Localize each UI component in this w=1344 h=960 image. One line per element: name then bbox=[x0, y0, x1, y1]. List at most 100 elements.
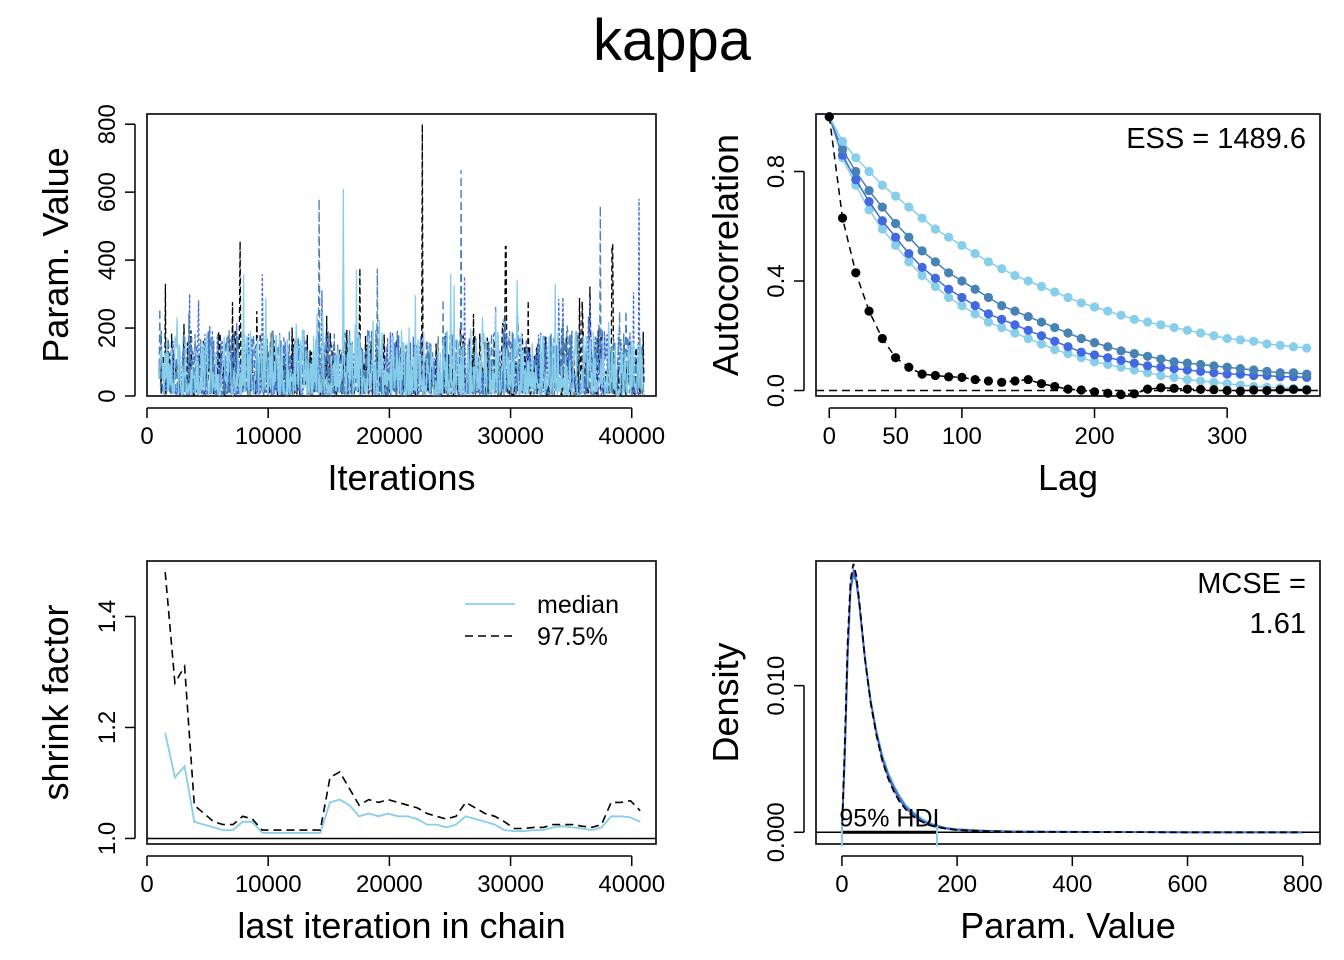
acf-point bbox=[1063, 292, 1073, 303]
acf-point bbox=[1129, 389, 1139, 399]
acf-point bbox=[1169, 372, 1179, 382]
trace-chain-line bbox=[158, 188, 645, 398]
acf-point bbox=[864, 166, 874, 177]
acf-point bbox=[1076, 385, 1086, 395]
acf-point bbox=[1010, 320, 1020, 330]
legend-median-label: median bbox=[537, 591, 619, 619]
acf-point bbox=[1089, 338, 1100, 348]
acf-point bbox=[917, 213, 927, 223]
x-tick-label: 600 bbox=[1167, 871, 1207, 898]
acf-point bbox=[1249, 336, 1259, 346]
acf-point bbox=[1089, 302, 1100, 312]
acf-point bbox=[1050, 287, 1060, 297]
y-tick-label: 0 bbox=[94, 389, 121, 402]
acf-point bbox=[877, 216, 887, 226]
acf-point bbox=[1288, 368, 1299, 378]
acf-point bbox=[997, 314, 1007, 324]
acf-point bbox=[1023, 333, 1033, 344]
acf-point bbox=[1249, 365, 1259, 375]
plot-frame bbox=[146, 560, 657, 845]
y-axis-label: Density bbox=[705, 642, 746, 762]
acf-point bbox=[930, 281, 940, 292]
acf-point bbox=[877, 333, 887, 344]
x-tick-label: 40000 bbox=[598, 871, 665, 898]
acf-point bbox=[877, 180, 887, 190]
acf-point bbox=[904, 232, 914, 242]
x-tick-label: 50 bbox=[882, 423, 909, 450]
acf-point bbox=[1156, 320, 1166, 330]
acf-point bbox=[970, 249, 980, 259]
y-tick-label: 0.0 bbox=[763, 374, 790, 407]
y-tick-label: 200 bbox=[94, 308, 121, 348]
acf-point bbox=[1235, 335, 1246, 345]
x-tick-label: 800 bbox=[1283, 871, 1323, 898]
acf-point bbox=[1063, 348, 1073, 359]
y-tick-label: 1.4 bbox=[94, 600, 121, 633]
acf-point bbox=[1209, 361, 1219, 371]
acf-point bbox=[1169, 357, 1179, 367]
acf-point bbox=[1182, 374, 1192, 385]
acf-point bbox=[957, 292, 967, 303]
acf-point bbox=[1156, 354, 1166, 364]
acf-point bbox=[917, 369, 927, 379]
acf-point bbox=[1142, 361, 1153, 371]
acf-point bbox=[1235, 386, 1246, 396]
plot-frame bbox=[146, 113, 657, 397]
x-tick-label: 10000 bbox=[235, 871, 302, 898]
acf-point bbox=[1036, 339, 1047, 349]
acf-point bbox=[851, 175, 861, 185]
trace-plot-panel: 0 10000 20000 30000 40000 Iterations 0 200 400 60… bbox=[35, 104, 665, 498]
acf-point bbox=[1050, 344, 1060, 355]
acf-point bbox=[1010, 376, 1020, 386]
acf-point bbox=[917, 246, 927, 256]
acf-point bbox=[1116, 390, 1126, 400]
acf-point bbox=[1116, 346, 1126, 356]
acf-point bbox=[1036, 379, 1047, 389]
acf-point bbox=[917, 262, 927, 272]
acf-point bbox=[1288, 342, 1299, 352]
acf-point bbox=[1036, 331, 1047, 341]
acf-point bbox=[1010, 270, 1020, 281]
density-curve bbox=[841, 563, 1303, 834]
figure-title: kappa bbox=[593, 8, 752, 73]
acf-point bbox=[890, 353, 901, 363]
mcse-annotation-line1: MCSE = bbox=[1197, 568, 1306, 600]
acf-point bbox=[1063, 384, 1073, 394]
x-tick-label: 300 bbox=[1207, 423, 1247, 450]
x-tick-label: 100 bbox=[942, 423, 982, 450]
acf-point bbox=[1169, 322, 1179, 333]
x-tick-label: 20000 bbox=[356, 871, 423, 898]
mcse-annotation-line2: 1.61 bbox=[1250, 608, 1306, 640]
y-tick-label: 400 bbox=[94, 240, 121, 280]
acf-point bbox=[1129, 348, 1139, 359]
acf-point bbox=[904, 362, 914, 372]
acf-point bbox=[957, 372, 967, 382]
density-curve bbox=[841, 567, 1303, 834]
x-tick-label: 20000 bbox=[356, 423, 423, 450]
acf-point bbox=[1222, 379, 1232, 389]
acf-point bbox=[1103, 353, 1113, 363]
y-axis-label: shrink factor bbox=[35, 604, 76, 800]
y-axis-label: Param. Value bbox=[35, 147, 76, 362]
x-tick-label: 200 bbox=[1075, 423, 1115, 450]
acf-point bbox=[1103, 342, 1113, 352]
acf-point bbox=[1209, 331, 1219, 341]
acf-point bbox=[957, 301, 967, 311]
acf-point bbox=[824, 112, 834, 122]
acf-point bbox=[1063, 342, 1073, 352]
acf-point bbox=[904, 202, 914, 212]
x-tick-label: 200 bbox=[937, 871, 977, 898]
acf-point bbox=[1023, 374, 1033, 385]
acf-point bbox=[970, 309, 980, 319]
acf-point bbox=[1222, 385, 1232, 396]
acf-point bbox=[1089, 357, 1100, 367]
acf-point bbox=[983, 257, 994, 267]
acf-point bbox=[837, 213, 848, 223]
x-tick-label: 10000 bbox=[235, 423, 302, 450]
y-tick-label: 0.000 bbox=[763, 802, 790, 862]
acf-point bbox=[1209, 385, 1219, 395]
x-tick-label: 40000 bbox=[598, 423, 665, 450]
acf-point bbox=[1249, 385, 1259, 395]
acf-point bbox=[997, 301, 1007, 311]
acf-point bbox=[1142, 317, 1153, 327]
